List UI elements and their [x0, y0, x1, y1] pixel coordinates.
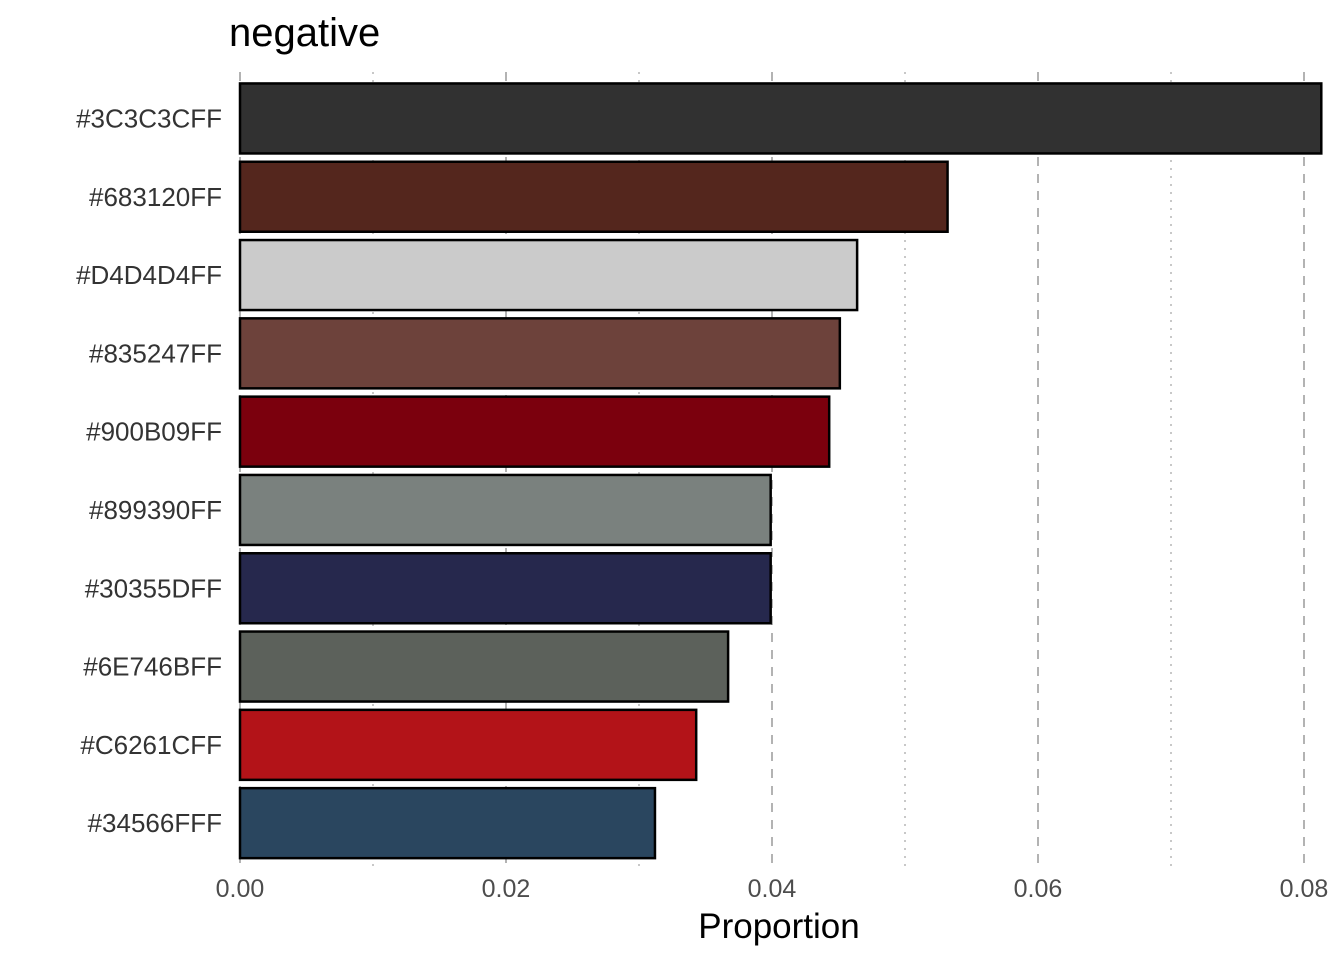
category-label-4: #900B09FF [86, 417, 222, 447]
category-label-6: #30355DFF [85, 573, 222, 603]
category-label-5: #899390FF [89, 495, 222, 525]
chart-title: negative [229, 11, 380, 55]
x-tick-label-1: 0.02 [482, 875, 531, 903]
category-label-3: #835247FF [89, 338, 222, 368]
category-label-7: #6E746BFF [83, 652, 222, 682]
bar-1 [238, 160, 949, 233]
bar-6 [238, 552, 772, 625]
x-axis-title: Proportion [698, 907, 859, 946]
category-label-1: #683120FF [89, 182, 222, 212]
bar-3 [238, 317, 842, 390]
category-label-8: #C6261CFF [80, 730, 222, 760]
bar-4 [238, 395, 831, 468]
category-label-0: #3C3C3CFF [76, 103, 222, 133]
x-tick-labels: 0.00 0.02 0.04 0.06 0.08 [216, 875, 1329, 903]
x-tick-label-0: 0.00 [216, 875, 265, 903]
x-tick-label-4: 0.08 [1280, 875, 1329, 903]
bar-2 [238, 238, 859, 312]
category-labels: #3C3C3CFF #683120FF #D4D4D4FF #835247FF #900… [76, 103, 222, 838]
bar-8 [238, 708, 698, 782]
bar-9 [238, 786, 657, 860]
x-tick-label-2: 0.04 [748, 875, 797, 903]
bars [238, 82, 1323, 860]
category-label-2: #D4D4D4FF [76, 260, 222, 290]
grid-lines [239, 72, 1305, 866]
bar-5 [238, 473, 772, 547]
bar-7 [238, 630, 730, 703]
category-label-9: #34566FFF [88, 808, 222, 838]
bar-0 [238, 82, 1323, 155]
x-tick-label-3: 0.06 [1014, 875, 1063, 903]
